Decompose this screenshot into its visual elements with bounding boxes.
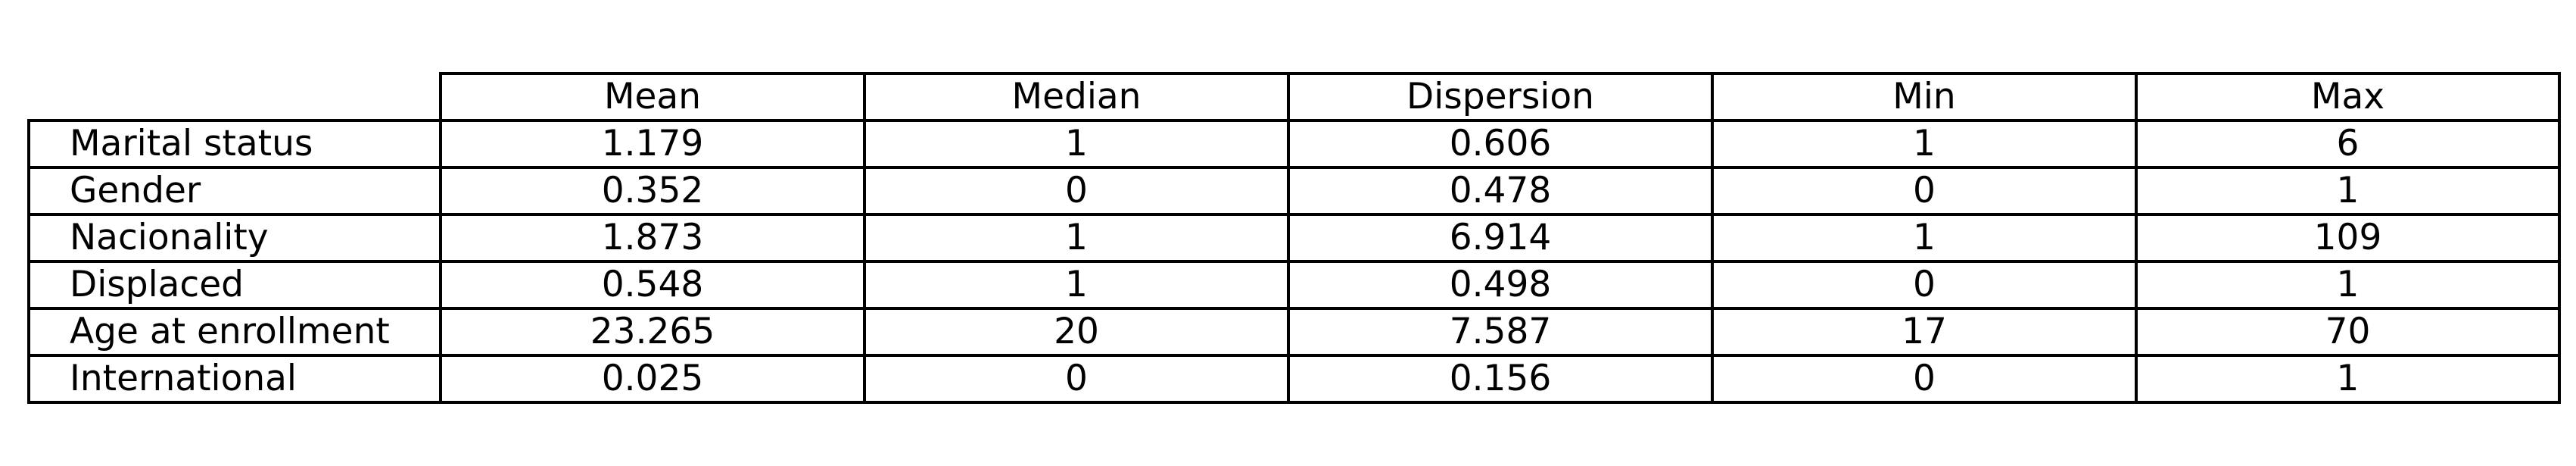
value-cell: 1	[1711, 213, 2138, 263]
table-row: Displaced 0.548 1 0.498 0 1	[27, 260, 2561, 310]
row-label-cell: Gender	[27, 166, 442, 216]
header-row: Mean Median Dispersion Min Max	[29, 72, 2561, 122]
row-label-cell: Nacionality	[27, 213, 442, 263]
value-cell: 0	[863, 166, 1290, 216]
value-cell: 0.478	[1287, 166, 1714, 216]
value-cell: 1	[2135, 260, 2561, 310]
table-row: Age at enrollment 23.265 20 7.587 17 70	[27, 307, 2561, 357]
value-cell: 6.914	[1287, 213, 1714, 263]
column-header-min: Min	[1711, 72, 2138, 122]
column-header-median: Median	[863, 72, 1290, 122]
corner-header-cell	[29, 73, 442, 122]
value-cell: 0.548	[439, 260, 866, 310]
value-cell: 1.179	[439, 119, 866, 169]
table-row: International 0.025 0 0.156 0 1	[27, 354, 2561, 404]
value-cell: 0.352	[439, 166, 866, 216]
table-row: Gender 0.352 0 0.478 0 1	[27, 166, 2561, 216]
value-cell: 1	[863, 119, 1290, 169]
value-cell: 0.606	[1287, 119, 1714, 169]
value-cell: 70	[2135, 307, 2561, 357]
value-cell: 1	[2135, 354, 2561, 404]
table-row: Marital status 1.179 1 0.606 1 6	[27, 119, 2561, 169]
value-cell: 0	[863, 354, 1290, 404]
value-cell: 0.498	[1287, 260, 1714, 310]
value-cell: 23.265	[439, 307, 866, 357]
value-cell: 1	[863, 260, 1290, 310]
value-cell: 1.873	[439, 213, 866, 263]
table-row: Nacionality 1.873 1 6.914 1 109	[27, 213, 2561, 263]
column-header-mean: Mean	[439, 72, 866, 122]
value-cell: 17	[1711, 307, 2138, 357]
value-cell: 7.587	[1287, 307, 1714, 357]
value-cell: 0.025	[439, 354, 866, 404]
value-cell: 0	[1711, 166, 2138, 216]
value-cell: 0	[1711, 260, 2138, 310]
value-cell: 6	[2135, 119, 2561, 169]
value-cell: 20	[863, 307, 1290, 357]
row-label-cell: Age at enrollment	[27, 307, 442, 357]
column-header-max: Max	[2135, 72, 2561, 122]
value-cell: 1	[2135, 166, 2561, 216]
value-cell: 0	[1711, 354, 2138, 404]
row-label-cell: International	[27, 354, 442, 404]
value-cell: 1	[1711, 119, 2138, 169]
value-cell: 109	[2135, 213, 2561, 263]
value-cell: 1	[863, 213, 1290, 263]
value-cell: 0.156	[1287, 354, 1714, 404]
row-label-cell: Displaced	[27, 260, 442, 310]
row-label-cell: Marital status	[27, 119, 442, 169]
statistics-table: Mean Median Dispersion Min Max Marital s…	[27, 72, 2561, 404]
column-header-dispersion: Dispersion	[1287, 72, 1714, 122]
